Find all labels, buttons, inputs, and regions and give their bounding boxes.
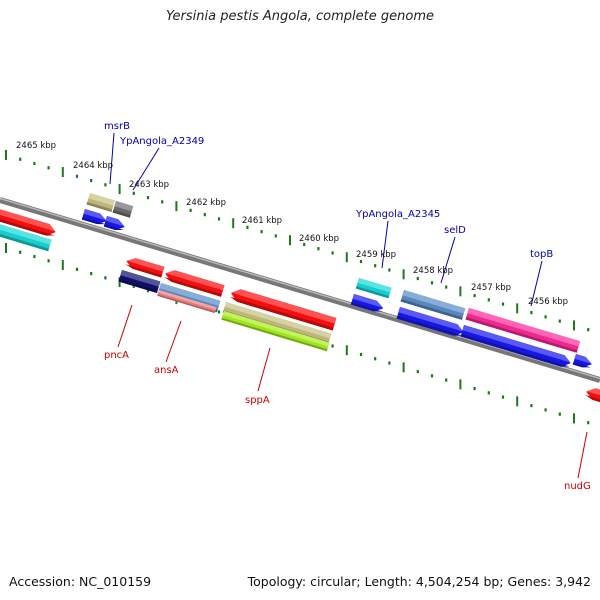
gene-arrow xyxy=(0,209,56,236)
gene-arrow xyxy=(585,388,600,403)
gene-arrow xyxy=(465,308,581,353)
gene-label-selD: selD xyxy=(444,225,466,236)
kbp-label: 2457 kbp xyxy=(471,283,511,293)
gene-label-YpAngola_A2349: YpAngola_A2349 xyxy=(119,136,204,147)
label-leader-layer xyxy=(109,132,588,479)
gene-label-YpAngola_A2345: YpAngola_A2345 xyxy=(355,209,440,220)
gene-arrow xyxy=(81,209,107,225)
gene-arrow xyxy=(355,278,392,299)
gene-label-sppA: sppA xyxy=(245,395,270,406)
gene-label-msrB: msrB xyxy=(104,121,130,132)
gene-arrow xyxy=(400,290,466,320)
gene-label-topB: topB xyxy=(530,249,553,260)
gene-arrow xyxy=(157,290,217,313)
label-leader-line xyxy=(440,236,456,284)
gene-arrow xyxy=(221,311,330,352)
kbp-label: 2463 kbp xyxy=(129,180,169,190)
gene-arrow xyxy=(572,354,592,368)
kbp-label: 2460 kbp xyxy=(299,234,339,244)
kbp-label: 2465 kbp xyxy=(16,141,56,151)
kbp-label: 2461 kbp xyxy=(242,216,282,226)
label-leader-line xyxy=(577,431,588,479)
gene-layer xyxy=(0,193,600,403)
gene-arrow xyxy=(86,193,115,212)
gene-arrow xyxy=(230,289,337,331)
gene-label-pncA: pncA xyxy=(104,350,129,361)
gene-label-ansA: ansA xyxy=(154,365,179,376)
accession-text: Accession: NC_010159 xyxy=(9,574,152,589)
gene-arrow xyxy=(125,258,165,278)
label-leader-line xyxy=(132,147,160,191)
label-leader-line xyxy=(165,320,182,363)
gene-arrow xyxy=(164,270,225,297)
kbp-label: 2458 kbp xyxy=(413,266,453,276)
kbp-label: 2456 kbp xyxy=(528,297,568,307)
label-leader-line xyxy=(109,132,115,185)
label-leader-line xyxy=(530,260,543,307)
gene-arrow xyxy=(103,216,125,230)
label-leader-line xyxy=(117,304,133,348)
genome-backbone xyxy=(0,197,600,383)
kbp-label: 2462 kbp xyxy=(186,198,226,208)
gene-arrow xyxy=(0,224,52,252)
gene-arrow xyxy=(350,294,384,312)
gene-label-nudG: nudG xyxy=(564,481,591,492)
kbp-label: 2464 kbp xyxy=(73,161,113,171)
gene-arrow xyxy=(396,307,464,336)
gene-arrow xyxy=(460,325,571,367)
gene-arrow xyxy=(112,201,134,218)
topology-text: Topology: circular; Length: 4,504,254 bp… xyxy=(247,574,591,589)
page-title: Yersinia pestis Angola, complete genome xyxy=(166,9,434,24)
gene-arrow xyxy=(118,270,161,293)
kbp-label: 2459 kbp xyxy=(356,250,396,260)
label-leader-line xyxy=(257,347,271,392)
label-leader-line xyxy=(381,220,389,269)
label-layer: 2465 kbp 2464 kbp 2463 kbp 2462 kbp 2461 kbp… xyxy=(16,121,591,492)
